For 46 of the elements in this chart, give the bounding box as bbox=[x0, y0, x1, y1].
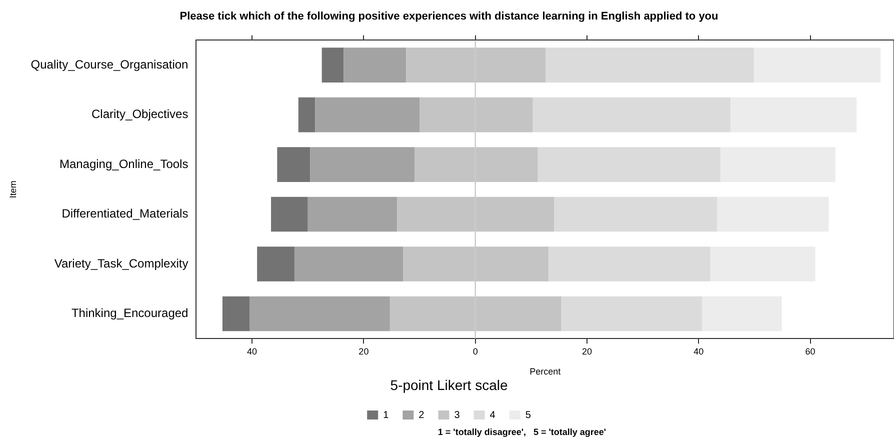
bar bbox=[717, 196, 829, 232]
x-axis-title: Percent bbox=[530, 366, 562, 376]
y-tick-label: Variety_Task_Complexity bbox=[54, 256, 188, 270]
bar bbox=[322, 48, 344, 82]
bar bbox=[298, 97, 316, 132]
legend-label: 3 bbox=[454, 410, 460, 421]
bar bbox=[532, 97, 730, 132]
bar bbox=[250, 296, 390, 332]
y-tick-label: Thinking_Encouraged bbox=[71, 306, 188, 320]
x-tick-label: 20 bbox=[582, 346, 592, 356]
legend-label: 4 bbox=[490, 410, 496, 421]
bar bbox=[222, 296, 250, 332]
x-tick-label: 40 bbox=[694, 346, 704, 356]
y-tick-label: Differentiated_Materials bbox=[62, 206, 188, 221]
bar bbox=[310, 147, 414, 182]
text: 1 = 'totally disagree', 5 = 'totally agree' bbox=[436, 427, 608, 437]
bar bbox=[538, 147, 720, 182]
x-tick-label: 0 bbox=[472, 346, 478, 356]
legend-title: 5-point Likert scale bbox=[390, 377, 508, 394]
bar bbox=[315, 97, 420, 132]
x-tick-label: 40 bbox=[247, 346, 258, 356]
bar bbox=[561, 296, 702, 332]
bar bbox=[710, 246, 816, 282]
bar bbox=[277, 147, 310, 182]
legend-label: 5 bbox=[525, 410, 532, 421]
bar bbox=[702, 296, 782, 332]
legend-label: 2 bbox=[418, 410, 425, 421]
legend-label: 1 bbox=[383, 410, 390, 421]
x-tick-label: 20 bbox=[358, 346, 369, 356]
bar bbox=[754, 48, 881, 82]
bar bbox=[271, 196, 308, 232]
x-tick-label: 60 bbox=[805, 346, 816, 356]
bar bbox=[294, 246, 404, 282]
y-tick-label: Quality_Course_Organisation bbox=[30, 57, 188, 72]
y-tick-label: Clarity_Objectives bbox=[92, 107, 188, 122]
bar bbox=[308, 196, 398, 232]
y-tick-label: Managing_Online_Tools bbox=[59, 156, 188, 171]
bar bbox=[554, 196, 718, 232]
bar bbox=[546, 48, 754, 82]
bar bbox=[548, 246, 710, 282]
chart-title: Please tick which of the following positive experiences with distance learning in English applied to you bbox=[180, 10, 718, 23]
bar bbox=[720, 147, 836, 182]
bar bbox=[257, 246, 294, 282]
bar bbox=[344, 48, 406, 82]
bar bbox=[730, 97, 857, 132]
y-axis-title: Item bbox=[8, 180, 18, 198]
